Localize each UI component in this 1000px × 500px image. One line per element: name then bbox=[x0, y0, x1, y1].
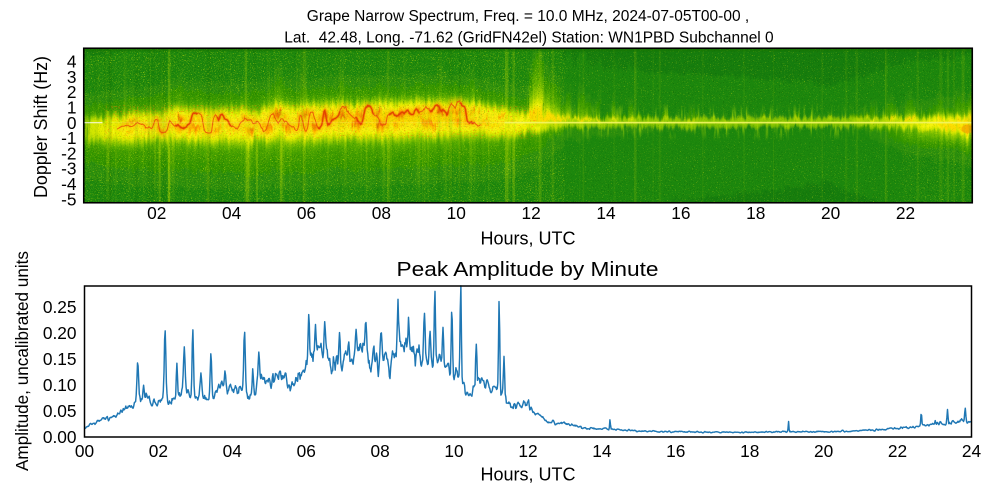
svg-text:-3: -3 bbox=[61, 159, 76, 179]
svg-text:-5: -5 bbox=[61, 189, 76, 209]
svg-text:-4: -4 bbox=[61, 174, 77, 194]
svg-text:14: 14 bbox=[592, 441, 612, 461]
svg-text:Amplitude, uncalibrated units: Amplitude, uncalibrated units bbox=[12, 251, 32, 471]
svg-text:02: 02 bbox=[147, 203, 166, 223]
svg-text:0.00: 0.00 bbox=[43, 427, 77, 447]
svg-text:08: 08 bbox=[370, 441, 389, 461]
svg-text:06: 06 bbox=[297, 441, 316, 461]
svg-text:Hours, UTC: Hours, UTC bbox=[480, 465, 575, 485]
svg-text:02: 02 bbox=[149, 441, 168, 461]
svg-text:0.05: 0.05 bbox=[43, 401, 77, 421]
svg-text:14: 14 bbox=[596, 203, 616, 223]
svg-text:-1: -1 bbox=[61, 128, 76, 148]
svg-text:Doppler Shift (Hz): Doppler Shift (Hz) bbox=[31, 56, 51, 198]
svg-text:04: 04 bbox=[223, 441, 243, 461]
svg-text:Grape Narrow Spectrum, Freq. =: Grape Narrow Spectrum, Freq. = 10.0 MHz,… bbox=[307, 8, 749, 25]
svg-text:20: 20 bbox=[821, 203, 840, 223]
svg-text:18: 18 bbox=[746, 203, 765, 223]
svg-text:08: 08 bbox=[372, 203, 391, 223]
svg-text:12: 12 bbox=[518, 441, 537, 461]
svg-text:16: 16 bbox=[671, 203, 690, 223]
svg-text:00: 00 bbox=[75, 441, 94, 461]
svg-text:24: 24 bbox=[962, 441, 982, 461]
svg-text:4: 4 bbox=[67, 52, 77, 72]
svg-text:Peak Amplitude by Minute: Peak Amplitude by Minute bbox=[397, 259, 659, 281]
svg-text:22: 22 bbox=[888, 441, 907, 461]
svg-text:Hours, UTC: Hours, UTC bbox=[480, 228, 575, 248]
svg-text:10: 10 bbox=[444, 441, 463, 461]
svg-text:12: 12 bbox=[521, 203, 540, 223]
svg-text:10: 10 bbox=[447, 203, 466, 223]
svg-text:Lat. 42.48, Long. -71.62 (Gri: Lat. 42.48, Long. -71.62 (GridFN42el) St… bbox=[284, 29, 774, 46]
svg-text:0.20: 0.20 bbox=[43, 323, 77, 343]
svg-text:-2: -2 bbox=[61, 143, 76, 163]
svg-text:16: 16 bbox=[666, 441, 685, 461]
svg-text:0: 0 bbox=[67, 113, 77, 133]
svg-text:22: 22 bbox=[896, 203, 915, 223]
svg-text:0.25: 0.25 bbox=[43, 297, 77, 317]
svg-text:0.15: 0.15 bbox=[43, 349, 77, 369]
svg-text:18: 18 bbox=[740, 441, 759, 461]
svg-text:04: 04 bbox=[222, 203, 242, 223]
svg-text:1: 1 bbox=[67, 98, 77, 118]
svg-text:06: 06 bbox=[297, 203, 316, 223]
svg-text:2: 2 bbox=[67, 82, 77, 102]
svg-text:3: 3 bbox=[67, 67, 77, 87]
svg-text:0.10: 0.10 bbox=[43, 375, 77, 395]
svg-text:20: 20 bbox=[814, 441, 833, 461]
